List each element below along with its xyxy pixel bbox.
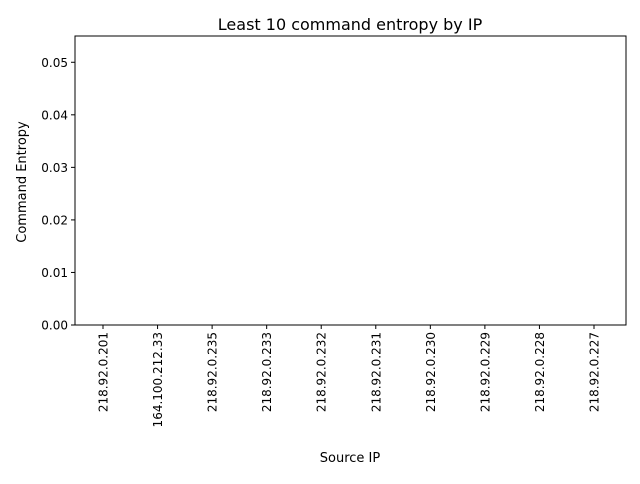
x-tick-label: 218.92.0.235: [206, 332, 220, 412]
y-axis-label: Command Entropy: [15, 121, 30, 243]
y-axis: 0.00 0.01 0.02 0.03 0.04 0.05: [41, 56, 75, 333]
x-tick-label: 164.100.212.33: [151, 332, 165, 427]
y-tick-label: 0.05: [41, 56, 68, 70]
y-tick-label: 0.00: [41, 319, 68, 333]
y-tick-label: 0.03: [41, 161, 68, 175]
y-tick-label: 0.01: [41, 266, 68, 280]
x-tick-label: 218.92.0.228: [533, 332, 547, 412]
chart-title: Least 10 command entropy by IP: [218, 15, 483, 34]
x-tick-label: 218.92.0.233: [260, 332, 274, 412]
x-tick-label: 218.92.0.230: [424, 332, 438, 412]
x-tick-label: 218.92.0.227: [587, 332, 601, 412]
y-tick-label: 0.04: [41, 108, 68, 122]
x-tick-label: 218.92.0.229: [478, 332, 492, 412]
x-tick-label: 218.92.0.232: [315, 332, 329, 412]
y-tick-label: 0.02: [41, 213, 68, 227]
axes-frame: [74, 35, 627, 326]
plot-area: [74, 35, 627, 326]
x-tick-label: 218.92.0.201: [97, 332, 111, 412]
x-axis-label: Source IP: [320, 451, 381, 466]
x-tick-label: 218.92.0.231: [369, 332, 383, 412]
x-axis: 218.92.0.201 164.100.212.33 218.92.0.235 21…: [97, 325, 601, 427]
